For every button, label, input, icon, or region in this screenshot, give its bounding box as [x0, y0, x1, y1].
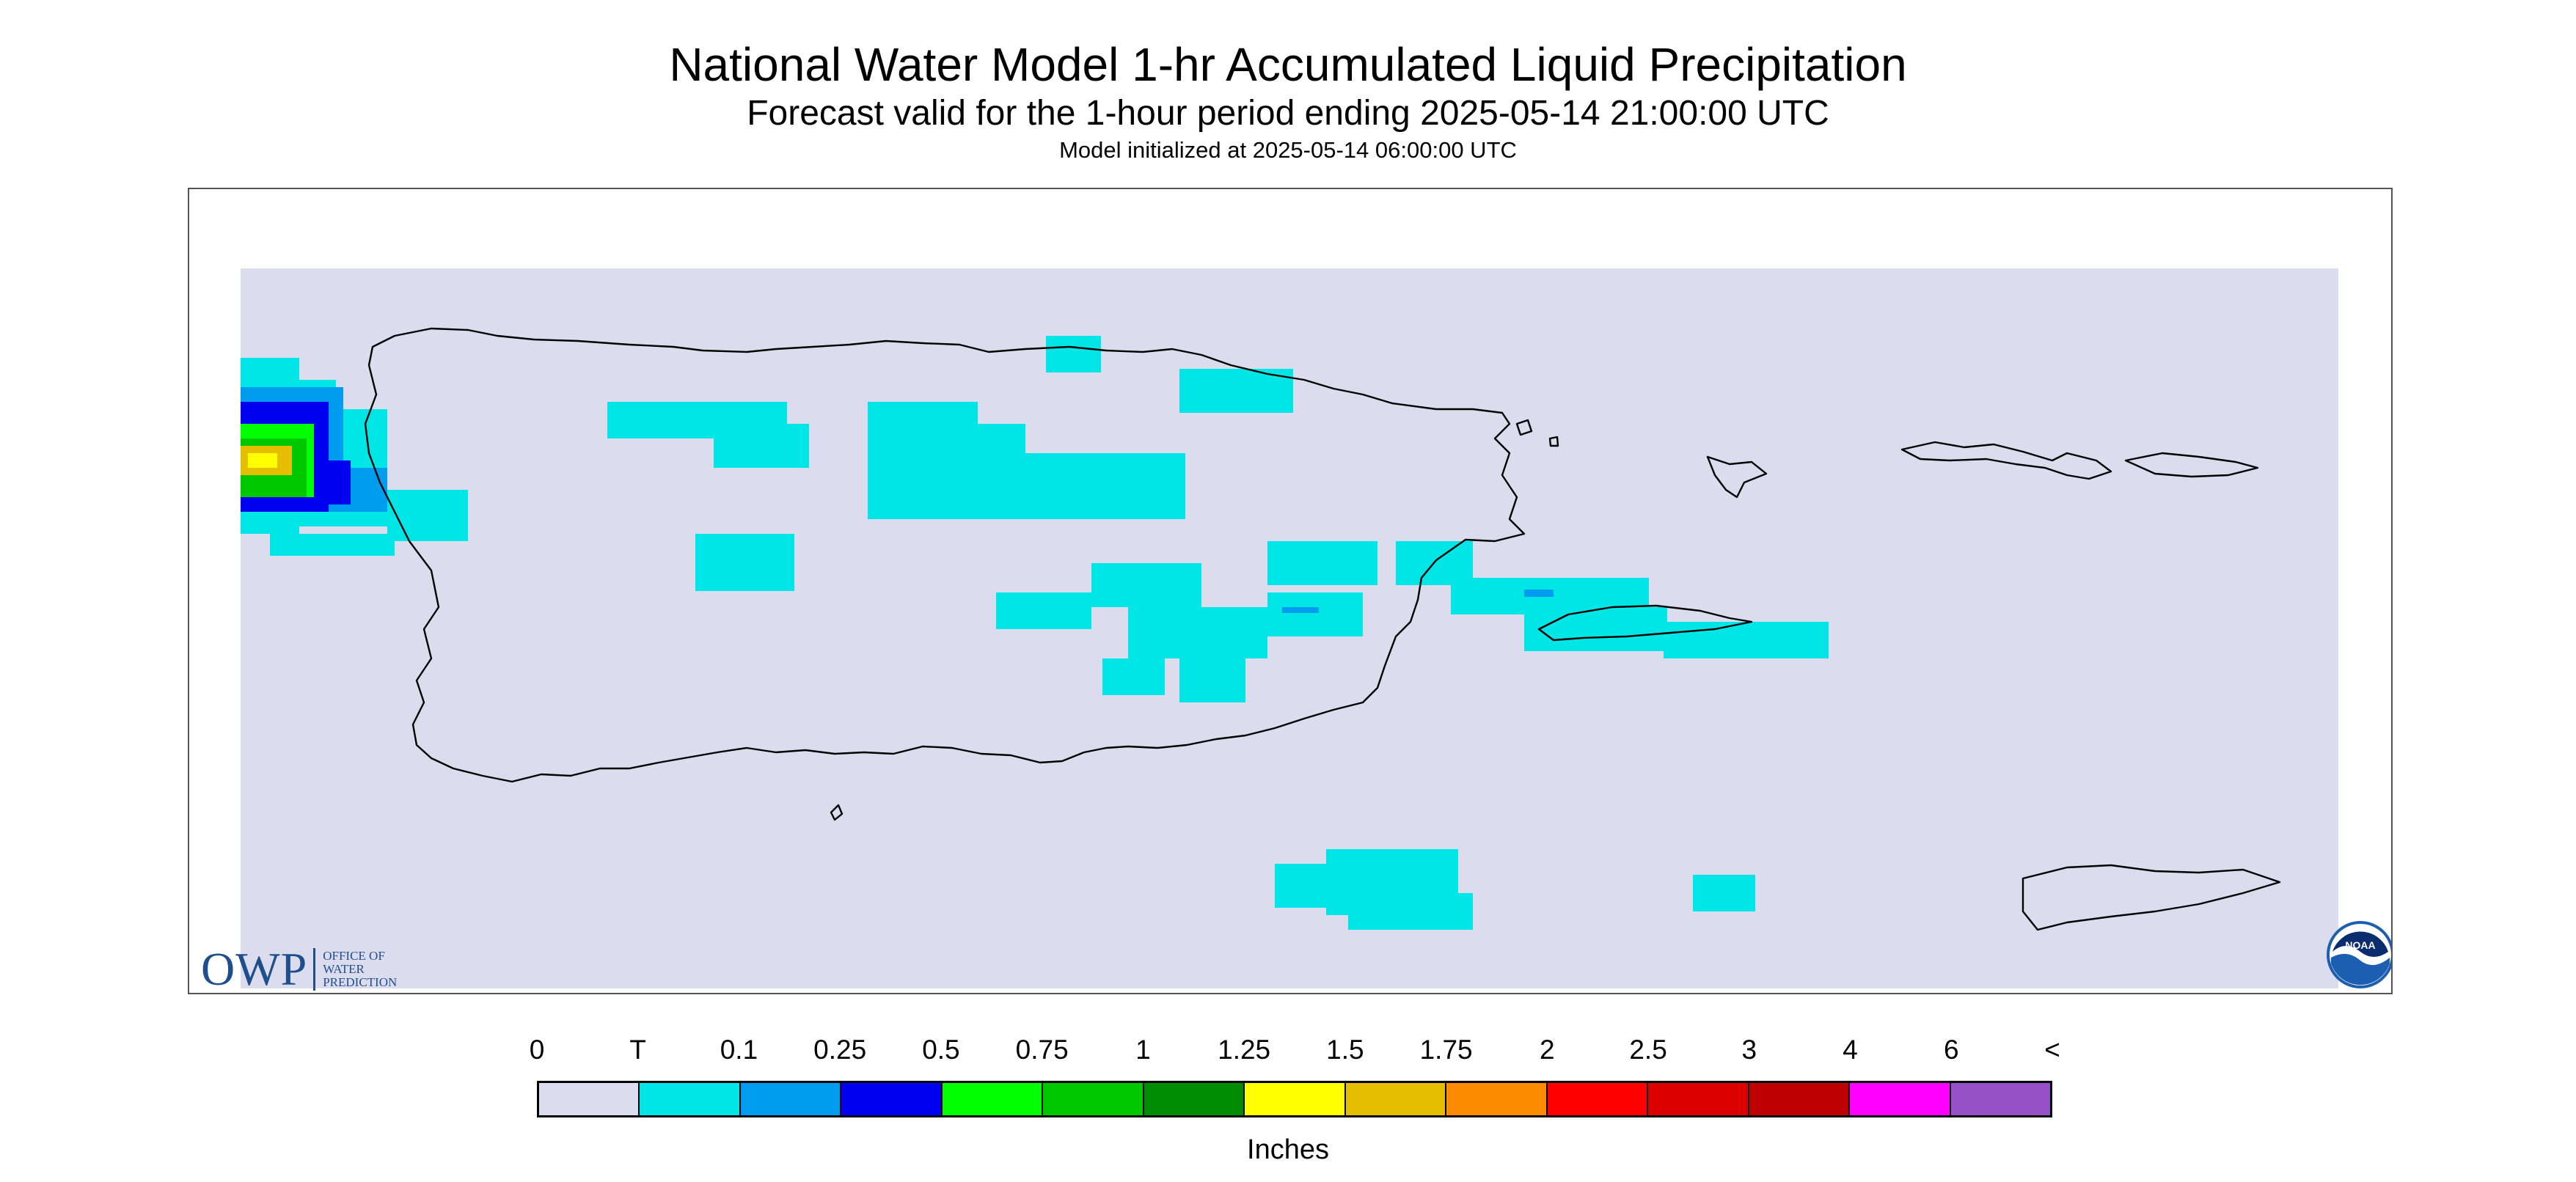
- legend-color-cell: [1547, 1083, 1649, 1115]
- legend-tick-label: 6: [1943, 1035, 1959, 1065]
- legend-color-cell: [640, 1083, 741, 1115]
- map-subtitle: Forecast valid for the 1-hour period end…: [747, 94, 1829, 133]
- owp-logo-divider: [313, 948, 316, 991]
- precip-cell: [329, 460, 351, 504]
- legend-color-cell: [1144, 1083, 1245, 1115]
- small-island-coastline: [1515, 419, 1533, 436]
- legend-color-bar: [537, 1081, 2052, 1117]
- legend-tick-label: 0.5: [922, 1035, 960, 1065]
- legend-color-cell: [1043, 1083, 1144, 1115]
- legend-color-cell: [1749, 1083, 1851, 1115]
- legend-tick-label: 0: [529, 1035, 545, 1065]
- saint-croix-coastline: [2021, 864, 2281, 931]
- legend-tick-label: 1.75: [1419, 1035, 1473, 1065]
- culebra-coastline: [1706, 455, 1768, 499]
- precip-cell: [1524, 607, 1667, 651]
- precip-cell: [1348, 893, 1473, 930]
- owp-logo-line: PREDICTION: [323, 975, 398, 989]
- small-island-coastline: [830, 804, 844, 821]
- legend-tick-label: 2: [1540, 1035, 1555, 1065]
- legend-tick-label: 0.75: [1015, 1035, 1069, 1065]
- legend-tick-label: 1.25: [1218, 1035, 1271, 1065]
- legend-tick-label: <: [2044, 1035, 2060, 1065]
- legend-color-cell: [1245, 1083, 1346, 1115]
- map-panel: OWP OFFICE OF WATER PREDICTION NOAA: [188, 188, 2393, 994]
- legend-color-cell: [1446, 1083, 1548, 1115]
- precip-cells-trace: [607, 336, 1829, 930]
- precip-cell: [1267, 592, 1363, 636]
- owp-logo-line: OFFICE OF: [323, 949, 385, 963]
- legend-tick-label: T: [629, 1035, 647, 1065]
- legend-tick-label: 0.25: [813, 1035, 867, 1065]
- legend-tick-label: 3: [1741, 1035, 1757, 1065]
- virgin-islands-east-coastline: [2124, 452, 2259, 478]
- legend-color-cell: [1850, 1083, 1951, 1115]
- legend-units: Inches: [1247, 1134, 1329, 1165]
- legend-tick-label: 2.5: [1629, 1035, 1667, 1065]
- legend-tick-label: 4: [1843, 1035, 1858, 1065]
- precip-cells-west: [241, 358, 468, 556]
- precip-cell: [1267, 541, 1377, 585]
- legend-tick-label: 1: [1135, 1035, 1151, 1065]
- legend-color-cell: [1345, 1083, 1447, 1115]
- precip-cell: [1025, 453, 1185, 519]
- map-title: National Water Model 1-hr Accumulated Li…: [669, 38, 1907, 91]
- legend-color-cell: [1648, 1083, 1749, 1115]
- puerto-rico-coastline: [364, 327, 1526, 783]
- precip-cell: [248, 453, 277, 468]
- precip-cell: [1091, 563, 1201, 607]
- legend-color-cell: [740, 1083, 842, 1115]
- coastlines: [364, 327, 2281, 931]
- owp-logo-text: OFFICE OF WATER PREDICTION: [323, 950, 397, 989]
- precip-cell: [714, 424, 809, 468]
- model-init-text: Model initialized at 2025-05-14 06:00:00…: [1059, 137, 1517, 163]
- precip-cell: [1102, 658, 1165, 695]
- precip-cell: [270, 534, 395, 556]
- small-island-coastline: [1548, 436, 1559, 447]
- vieques-coastline: [1537, 604, 1753, 642]
- noaa-logo-icon: NOAA: [2327, 921, 2391, 988]
- owp-logo-letters: OWP: [201, 943, 308, 994]
- precip-cell: [1046, 336, 1101, 372]
- legend-color-cell: [942, 1083, 1044, 1115]
- legend-tick-label: 0.1: [720, 1035, 758, 1065]
- precip-cell: [1179, 369, 1293, 413]
- virgin-islands-north-coastline: [1900, 441, 2112, 480]
- precip-cell: [1524, 590, 1554, 597]
- owp-logo-line: WATER: [323, 962, 365, 976]
- precip-cell: [1664, 622, 1829, 658]
- legend-tick-label: 1.5: [1326, 1035, 1364, 1065]
- precipitation-map: [241, 268, 2338, 988]
- noaa-logo-text: NOAA: [2345, 939, 2375, 951]
- precip-cell: [387, 490, 468, 541]
- precip-cell: [868, 402, 978, 519]
- owp-logo: OWP OFFICE OF WATER PREDICTION: [201, 943, 397, 993]
- precip-cell: [1693, 875, 1755, 911]
- precip-cell: [695, 534, 794, 591]
- precip-cell: [1282, 607, 1319, 613]
- precip-cell: [1179, 644, 1245, 702]
- legend-color-cell: [841, 1083, 943, 1115]
- legend-color-cell: [539, 1083, 640, 1115]
- precip-cell: [978, 424, 1025, 519]
- legend-color-cell: [1950, 1083, 2051, 1115]
- precip-cell: [996, 592, 1091, 629]
